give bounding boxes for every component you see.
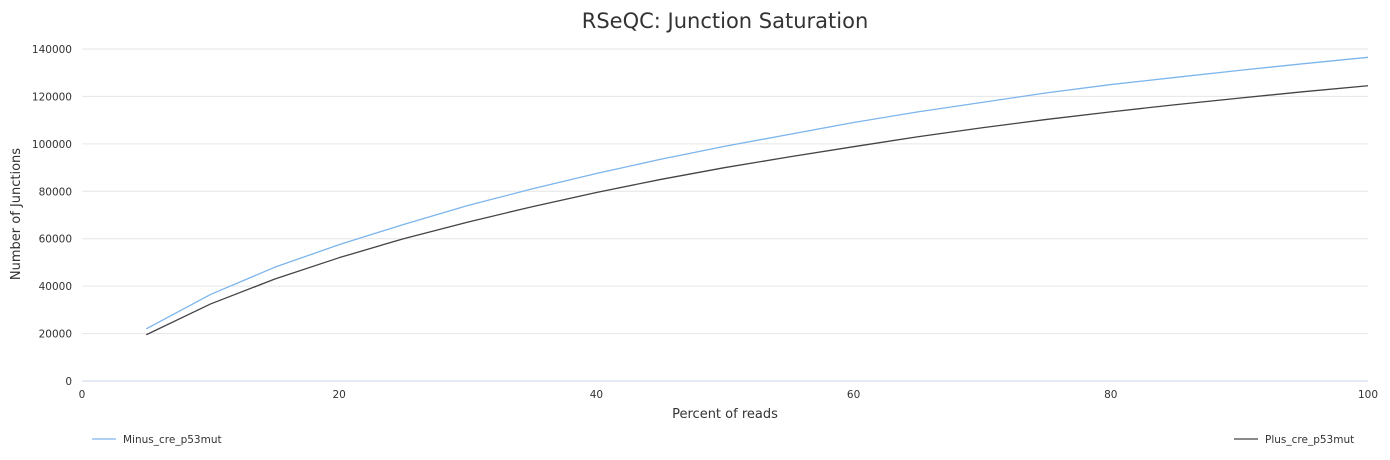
data-point[interactable]	[1044, 91, 1048, 95]
axes: 0 20000 40000 60000 80000 100000 120000 140000 0…	[32, 44, 1378, 401]
data-point[interactable]	[466, 220, 470, 224]
series-line-Plus_cre_p53mut[interactable]	[146, 85, 1369, 336]
data-point[interactable]	[787, 132, 791, 136]
data-point[interactable]	[1302, 89, 1306, 93]
data-point[interactable]	[144, 327, 148, 331]
data-point[interactable]	[1109, 110, 1113, 114]
data-point[interactable]	[401, 237, 405, 241]
x-tick-label: 60	[847, 389, 860, 401]
y-tick-label: 100000	[32, 139, 72, 151]
data-point[interactable]	[594, 171, 598, 175]
data-point[interactable]	[851, 120, 855, 124]
y-tick-label: 140000	[32, 44, 72, 56]
x-tick-label: 100	[1358, 389, 1378, 401]
data-point[interactable]	[723, 165, 727, 169]
legend-item[interactable]: Plus_cre_p53mut	[1234, 434, 1354, 446]
data-point[interactable]	[980, 126, 984, 130]
data-point[interactable]	[530, 187, 534, 191]
data-point[interactable]	[1302, 62, 1306, 66]
data-point[interactable]	[787, 155, 791, 159]
legend: Minus_cre_p53mut Plus_cre_p53mut	[92, 434, 1354, 446]
y-tick-label: 40000	[39, 281, 72, 293]
legend-label: Minus_cre_p53mut	[123, 434, 222, 446]
y-axis-title: Number of Junctions	[9, 148, 24, 280]
data-point[interactable]	[337, 242, 341, 246]
x-tick-label: 0	[79, 389, 86, 401]
data-point[interactable]	[337, 255, 341, 259]
data-point[interactable]	[273, 277, 277, 281]
data-point[interactable]	[980, 100, 984, 104]
y-tick-label: 80000	[39, 186, 72, 198]
x-tick-label: 40	[590, 389, 603, 401]
data-point[interactable]	[1366, 55, 1370, 59]
data-point[interactable]	[208, 292, 212, 296]
data-point[interactable]	[659, 157, 663, 161]
data-point[interactable]	[1044, 117, 1048, 121]
data-point[interactable]	[851, 145, 855, 149]
data-point[interactable]	[916, 110, 920, 114]
data-point[interactable]	[208, 302, 212, 306]
data-point[interactable]	[594, 190, 598, 194]
data-point[interactable]	[530, 205, 534, 209]
data-point[interactable]	[1173, 75, 1177, 79]
data-point[interactable]	[273, 265, 277, 269]
series-lines	[144, 55, 1370, 337]
y-tick-label: 0	[65, 376, 72, 388]
series-line-Minus_cre_p53mut[interactable]	[145, 56, 1369, 330]
y-tick-label: 120000	[32, 91, 72, 103]
data-point[interactable]	[466, 203, 470, 207]
data-point[interactable]	[1109, 82, 1113, 86]
data-point[interactable]	[144, 333, 148, 337]
y-tick-label: 20000	[39, 329, 72, 341]
data-point[interactable]	[723, 144, 727, 148]
grid-lines	[82, 48, 1368, 382]
chart-title: RSeQC: Junction Saturation	[582, 9, 869, 33]
data-point[interactable]	[659, 177, 663, 181]
x-tick-label: 20	[333, 389, 346, 401]
y-tick-label: 60000	[39, 234, 72, 246]
data-point[interactable]	[916, 135, 920, 139]
x-tick-label: 80	[1104, 389, 1117, 401]
data-point[interactable]	[1366, 84, 1370, 88]
data-point[interactable]	[1237, 68, 1241, 72]
x-axis-title: Percent of reads	[672, 407, 778, 422]
legend-item[interactable]: Minus_cre_p53mut	[92, 434, 222, 446]
data-point[interactable]	[401, 222, 405, 226]
data-point[interactable]	[1173, 103, 1177, 107]
data-point[interactable]	[1237, 96, 1241, 100]
legend-label: Plus_cre_p53mut	[1265, 434, 1354, 446]
